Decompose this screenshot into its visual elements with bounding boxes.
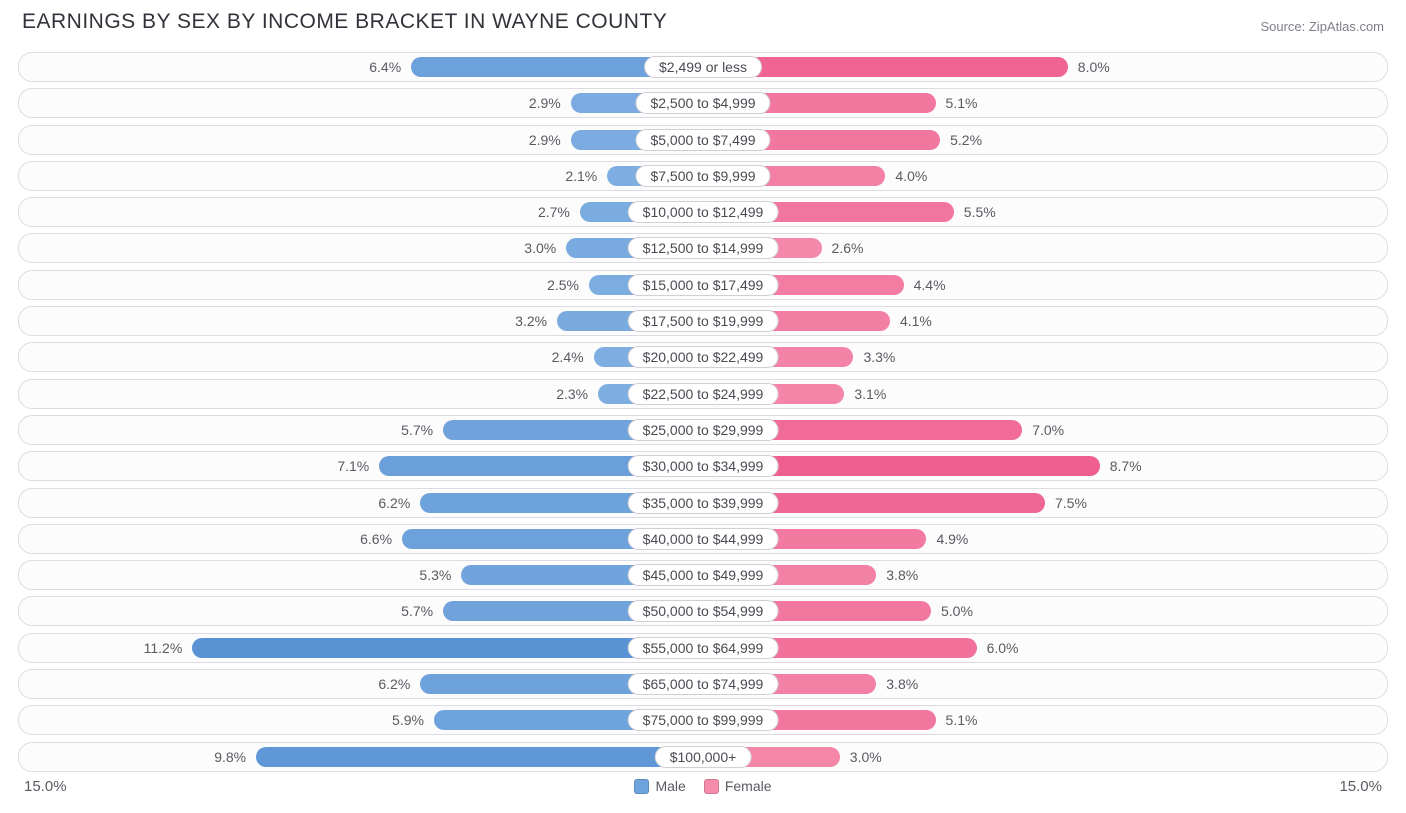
male-swatch-icon [634,779,649,794]
bracket-label: $45,000 to $49,999 [628,564,779,586]
female-value: 3.8% [886,676,918,692]
female-value: 3.3% [863,349,895,365]
chart-row: 5.7% 5.0% $50,000 to $54,999 [18,596,1388,626]
bracket-label: $65,000 to $74,999 [628,673,779,695]
female-value: 5.5% [964,204,996,220]
male-value: 3.2% [515,313,547,329]
female-value: 5.0% [941,603,973,619]
male-value: 5.7% [401,422,433,438]
chart-row: 2.9% 5.1% $2,500 to $4,999 [18,88,1388,118]
legend-male: Male [634,778,685,794]
chart-row: 2.5% 4.4% $15,000 to $17,499 [18,270,1388,300]
legend-female: Female [704,778,772,794]
bracket-label: $25,000 to $29,999 [628,419,779,441]
female-value: 8.7% [1110,458,1142,474]
bracket-label: $15,000 to $17,499 [628,274,779,296]
bracket-label: $12,500 to $14,999 [628,237,779,259]
chart-row: 9.8% 3.0% $100,000+ [18,742,1388,772]
bracket-label: $30,000 to $34,999 [628,455,779,477]
male-value: 6.2% [378,495,410,511]
bracket-label: $40,000 to $44,999 [628,528,779,550]
chart-row: 2.4% 3.3% $20,000 to $22,499 [18,342,1388,372]
female-swatch-icon [704,779,719,794]
bracket-label: $20,000 to $22,499 [628,346,779,368]
legend-male-label: Male [655,778,685,794]
bracket-label: $50,000 to $54,999 [628,600,779,622]
chart-row: 2.7% 5.5% $10,000 to $12,499 [18,197,1388,227]
chart-row: 5.9% 5.1% $75,000 to $99,999 [18,705,1388,735]
female-value: 3.8% [886,567,918,583]
chart-row: 2.9% 5.2% $5,000 to $7,499 [18,125,1388,155]
male-value: 2.9% [529,95,561,111]
legend-female-label: Female [725,778,772,794]
chart-row: 7.1% 8.7% $30,000 to $34,999 [18,451,1388,481]
male-value: 11.2% [144,640,183,656]
chart-header: EARNINGS BY SEX BY INCOME BRACKET IN WAY… [18,10,1388,34]
female-value: 3.0% [850,749,882,765]
chart-row: 6.6% 4.9% $40,000 to $44,999 [18,524,1388,554]
female-value: 4.1% [900,313,932,329]
female-value: 8.0% [1078,59,1110,75]
female-value: 5.1% [946,95,978,111]
female-value: 2.6% [832,240,864,256]
chart-row: 2.1% 4.0% $7,500 to $9,999 [18,161,1388,191]
chart-row: 6.2% 7.5% $35,000 to $39,999 [18,488,1388,518]
bracket-label: $7,500 to $9,999 [635,165,770,187]
female-value: 4.4% [914,277,946,293]
bracket-label: $17,500 to $19,999 [628,310,779,332]
chart-row: 2.3% 3.1% $22,500 to $24,999 [18,379,1388,409]
bracket-label: $5,000 to $7,499 [635,129,770,151]
bracket-label: $22,500 to $24,999 [628,383,779,405]
bracket-label: $10,000 to $12,499 [628,201,779,223]
female-value: 4.0% [895,168,927,184]
male-value: 2.5% [547,277,579,293]
male-value: 3.0% [524,240,556,256]
male-value: 6.6% [360,531,392,547]
bracket-label: $100,000+ [655,746,752,768]
male-value: 6.2% [378,676,410,692]
male-bar [192,638,703,658]
chart-footer: 15.0% Male Female 15.0% [18,778,1388,795]
bracket-label: $55,000 to $64,999 [628,637,779,659]
male-value: 5.3% [419,567,451,583]
male-value: 5.9% [392,712,424,728]
female-value: 6.0% [987,640,1019,656]
male-value: 7.1% [337,458,369,474]
bracket-label: $75,000 to $99,999 [628,709,779,731]
male-value: 2.4% [552,349,584,365]
chart-row: 11.2% 6.0% $55,000 to $64,999 [18,633,1388,663]
male-bar [256,747,703,767]
chart-title: EARNINGS BY SEX BY INCOME BRACKET IN WAY… [22,10,667,34]
chart-row: 3.0% 2.6% $12,500 to $14,999 [18,233,1388,263]
female-value: 3.1% [854,386,886,402]
chart-row: 3.2% 4.1% $17,500 to $19,999 [18,306,1388,336]
chart-row: 6.2% 3.8% $65,000 to $74,999 [18,669,1388,699]
male-value: 2.9% [529,132,561,148]
chart-legend: Male Female [634,778,771,794]
bracket-label: $2,500 to $4,999 [635,92,770,114]
male-value: 9.8% [214,749,246,765]
male-value: 2.3% [556,386,588,402]
bracket-label: $35,000 to $39,999 [628,492,779,514]
chart-source: Source: ZipAtlas.com [1260,19,1384,34]
female-value: 7.0% [1032,422,1064,438]
axis-left-max: 15.0% [24,778,67,795]
female-value: 5.2% [950,132,982,148]
male-value: 2.1% [565,168,597,184]
axis-right-max: 15.0% [1339,778,1382,795]
female-value: 7.5% [1055,495,1087,511]
chart-row: 6.4% 8.0% $2,499 or less [18,52,1388,82]
male-value: 5.7% [401,603,433,619]
female-value: 5.1% [946,712,978,728]
male-value: 6.4% [369,59,401,75]
butterfly-chart: 6.4% 8.0% $2,499 or less 2.9% 5.1% $2,500 to … [18,52,1388,772]
chart-row: 5.3% 3.8% $45,000 to $49,999 [18,560,1388,590]
bracket-label: $2,499 or less [644,56,762,78]
male-value: 2.7% [538,204,570,220]
female-value: 4.9% [936,531,968,547]
chart-row: 5.7% 7.0% $25,000 to $29,999 [18,415,1388,445]
